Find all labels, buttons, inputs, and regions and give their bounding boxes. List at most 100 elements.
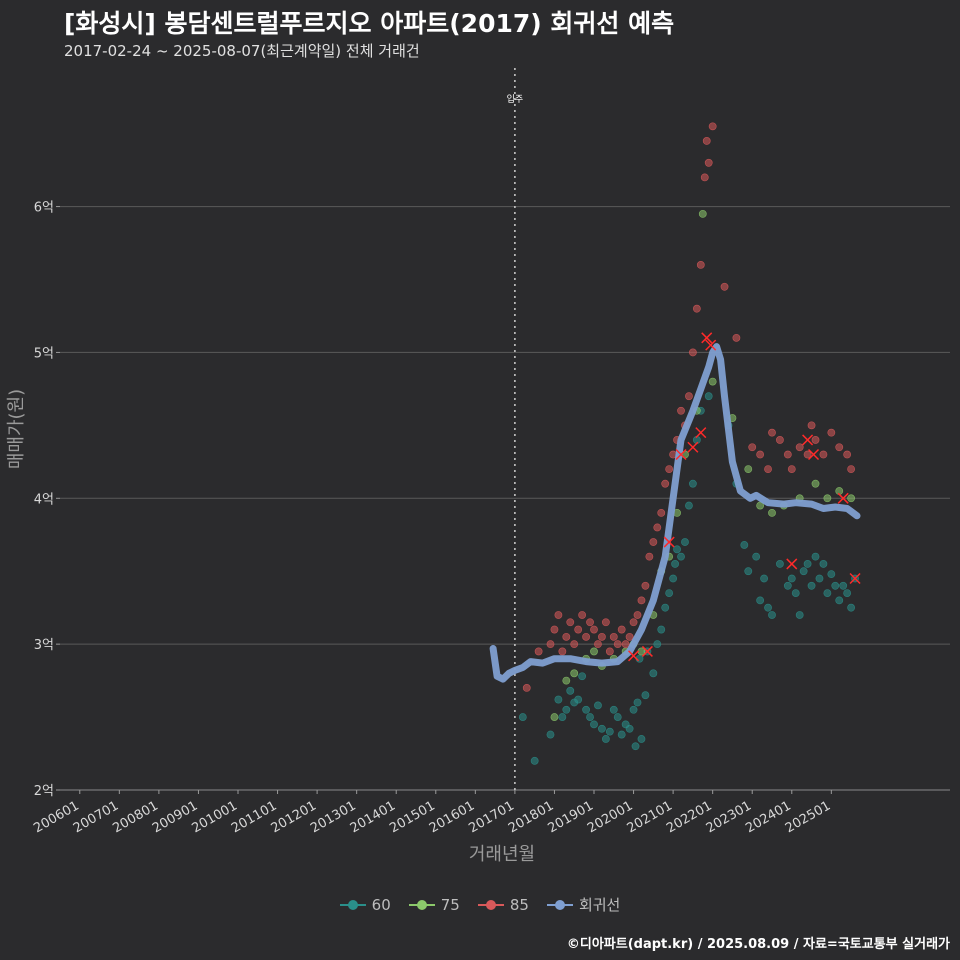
point-60: [673, 545, 681, 554]
point-60: [566, 686, 575, 695]
point-75: [744, 465, 753, 474]
point-85: [621, 640, 630, 649]
point-85: [586, 618, 594, 627]
highlight-x: [705, 339, 717, 351]
highlight-x-stroke: [837, 492, 849, 504]
point-85: [807, 421, 816, 430]
point-60: [831, 581, 840, 590]
point-85: [617, 625, 626, 634]
point-85: [534, 647, 543, 656]
highlight-x: [802, 434, 814, 446]
highlight-x-stroke: [786, 558, 798, 570]
highlight-x: [628, 650, 640, 662]
highlight-x-stroke: [849, 572, 861, 585]
point-60: [594, 701, 602, 710]
point-85: [629, 618, 638, 627]
point-60: [787, 574, 796, 583]
point-85: [653, 523, 662, 532]
point-85: [554, 611, 563, 619]
point-60: [827, 570, 836, 579]
highlight-x: [701, 332, 713, 344]
point-85: [546, 640, 555, 649]
point-85: [843, 450, 852, 459]
point-75: [562, 676, 571, 685]
x-tick-labels: 2006012007012008012009012010012011012012…: [31, 790, 833, 836]
point-60: [677, 552, 685, 561]
point-85: [835, 443, 844, 452]
point-60: [613, 713, 622, 721]
move-in-label: 입주: [507, 93, 524, 105]
point-85: [787, 465, 796, 474]
point-85: [700, 173, 709, 182]
legend-key: [546, 895, 573, 915]
point-85: [665, 465, 674, 474]
legend: 60 75 85 회귀선: [0, 894, 960, 915]
highlight-x-stroke: [705, 339, 717, 351]
point-85: [768, 428, 776, 437]
point-85: [645, 552, 654, 561]
highlight-x-stroke: [663, 536, 675, 548]
highlight-x: [641, 645, 653, 657]
point-60: [665, 589, 674, 597]
highlight-x: [675, 448, 687, 461]
point-85: [574, 625, 583, 634]
point-60: [819, 560, 828, 568]
highlight-x-stroke: [802, 434, 814, 446]
highlight-x-stroke: [687, 441, 699, 453]
point-60: [807, 581, 816, 590]
point-75: [570, 669, 579, 678]
legend-key: [339, 895, 366, 915]
point-85: [819, 450, 828, 459]
point-60: [681, 538, 689, 546]
point-85: [708, 122, 717, 131]
point-85: [692, 304, 701, 313]
regression-curve: [489, 343, 861, 683]
highlight-x-stroke: [675, 448, 687, 461]
point-85: [764, 465, 772, 474]
point-60: [554, 695, 563, 704]
legend-item: 60: [339, 894, 391, 915]
point-60: [601, 735, 610, 743]
highlight-x: [663, 536, 675, 548]
point-60: [661, 603, 670, 612]
point-85: [661, 479, 670, 488]
point-85: [702, 137, 711, 145]
point-85: [609, 632, 618, 641]
point-60: [776, 560, 784, 568]
point-85: [558, 647, 567, 656]
point-60: [649, 669, 658, 678]
point-60: [843, 589, 852, 597]
point-60: [598, 724, 606, 733]
y-axis-label: 매매가(원): [6, 389, 27, 469]
point-85: [688, 348, 697, 357]
legend-label: 75: [440, 895, 460, 914]
legend-key-dot: [416, 899, 427, 910]
point-60: [783, 581, 792, 590]
point-60: [685, 501, 693, 510]
point-60: [637, 735, 646, 743]
point-60: [744, 567, 753, 576]
point-85: [803, 450, 812, 459]
legend-key-dot: [554, 899, 565, 910]
point-75: [823, 494, 832, 503]
point-60: [629, 705, 638, 714]
highlight-x: [695, 427, 707, 439]
point-60: [653, 640, 662, 649]
point-85: [677, 406, 685, 415]
highlight-markers: [628, 332, 861, 662]
point-85: [613, 640, 622, 649]
point-60: [582, 705, 590, 714]
move-in-annotation: 입주: [507, 68, 524, 790]
legend-key-dot: [485, 899, 496, 910]
point-85: [605, 647, 614, 656]
chart-title: [화성시] 봉담센트럴푸르지오 아파트(2017) 회귀선 예측: [64, 9, 675, 38]
highlight-x-stroke: [628, 650, 640, 662]
point-75: [768, 508, 776, 517]
point-60: [641, 691, 650, 700]
point-85: [847, 465, 856, 474]
point-85: [696, 261, 705, 269]
highlight-x-stroke: [695, 427, 707, 439]
point-85: [637, 596, 646, 605]
point-60: [617, 730, 626, 739]
legend-item: 85: [477, 894, 529, 915]
